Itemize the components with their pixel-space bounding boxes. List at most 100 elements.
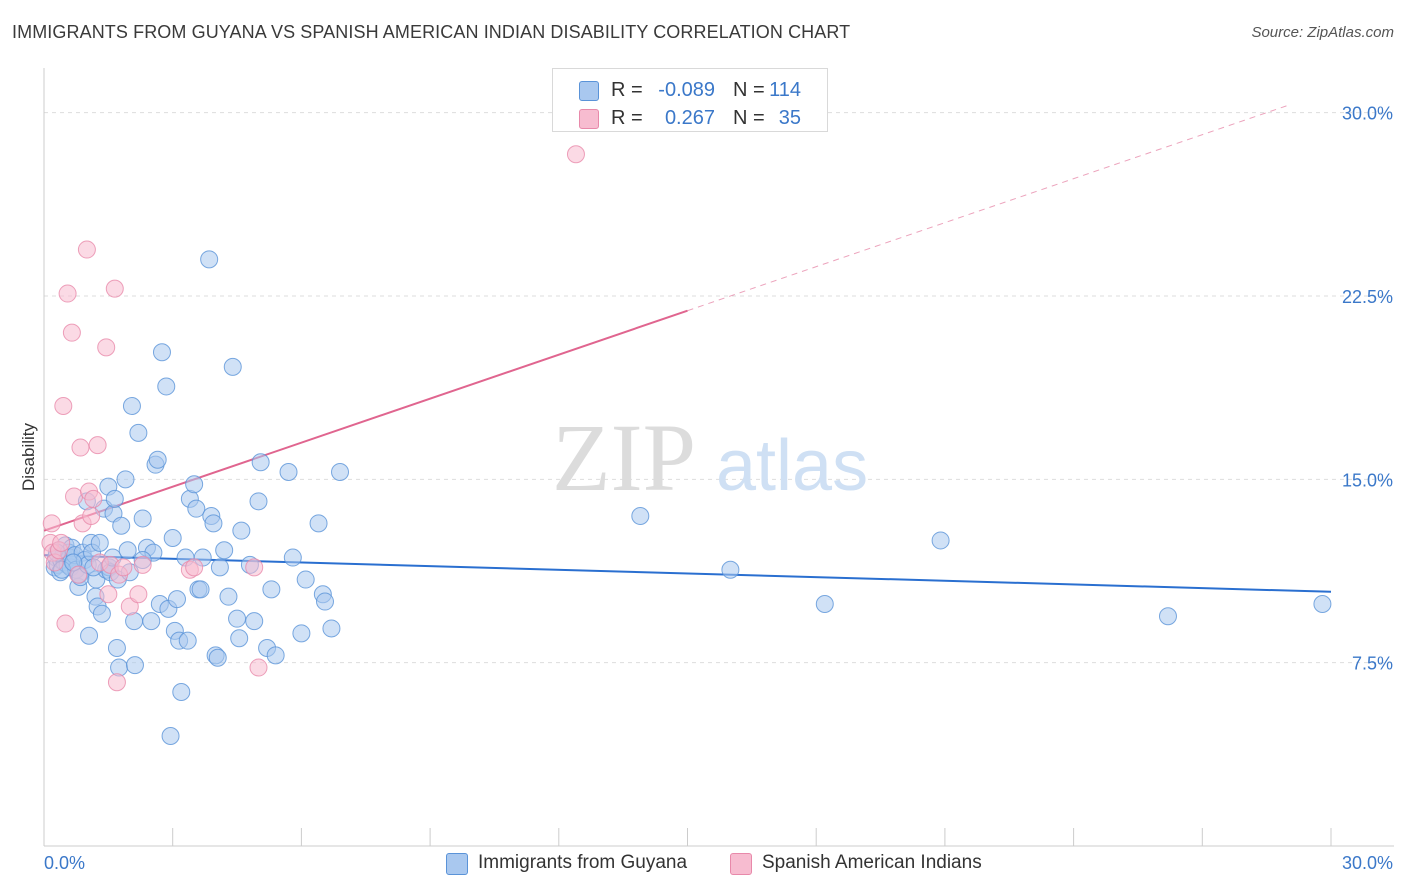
point-guyana <box>118 541 137 560</box>
point-guyana <box>185 475 204 494</box>
point-guyana <box>125 656 144 675</box>
x-tick-label: 30.0% <box>1342 853 1393 873</box>
stats-n-value: 35 <box>778 107 801 129</box>
y-tick-label: 22.5% <box>1342 287 1393 307</box>
trend-line-guyana <box>43 554 1332 593</box>
point-guyana <box>157 377 176 396</box>
point-guyana <box>251 453 270 472</box>
legend-label-spanish-american-indians: Spanish American Indians <box>762 852 982 873</box>
point-guyana <box>249 492 268 511</box>
point-spanish-american-indians <box>185 558 204 577</box>
y-tick-label: 30.0% <box>1342 104 1393 124</box>
point-guyana <box>80 626 99 645</box>
chart-title: IMMIGRANTS FROM GUYANA VS SPANISH AMERIC… <box>12 22 851 42</box>
point-guyana <box>219 587 238 606</box>
point-spanish-american-indians <box>129 585 148 604</box>
point-spanish-american-indians <box>566 145 585 164</box>
point-guyana <box>208 648 227 667</box>
point-guyana <box>266 646 285 665</box>
stats-row-spanish-american-indians: R = 0.267 N = 35 <box>553 103 827 131</box>
point-spanish-american-indians <box>82 507 101 525</box>
point-spanish-american-indians <box>42 514 61 533</box>
point-guyana <box>167 590 186 609</box>
point-spanish-american-indians <box>133 555 152 574</box>
stats-r-value: 0.267 <box>664 107 715 129</box>
point-guyana <box>92 604 111 623</box>
stats-r-label: R = <box>611 107 643 129</box>
point-guyana <box>129 423 148 442</box>
point-spanish-american-indians <box>77 240 96 259</box>
legend-swatch-guyana <box>446 853 468 875</box>
point-spanish-american-indians <box>58 284 77 303</box>
stats-n-value: 114 <box>769 79 801 101</box>
point-guyana <box>322 619 341 638</box>
point-spanish-american-indians <box>56 614 75 633</box>
y-axis-label: Disability <box>19 422 38 491</box>
point-guyana <box>112 516 131 535</box>
point-guyana <box>133 509 152 528</box>
chart-legend: Immigrants from Guyana Spanish American … <box>0 852 1406 878</box>
point-spanish-american-indians <box>52 533 71 552</box>
point-guyana <box>161 727 180 745</box>
point-spanish-american-indians <box>120 597 139 616</box>
point-guyana <box>116 470 135 489</box>
stats-n-label: N = <box>733 107 765 129</box>
watermark-zip: ZIP <box>552 404 696 511</box>
point-guyana <box>1158 607 1177 626</box>
point-guyana <box>105 489 124 508</box>
point-guyana <box>223 357 242 376</box>
trend-lines <box>43 104 1332 593</box>
point-spanish-american-indians <box>114 558 133 577</box>
point-guyana <box>204 514 223 533</box>
point-guyana <box>215 541 234 560</box>
point-spanish-american-indians <box>71 438 90 457</box>
point-guyana <box>122 397 141 415</box>
watermark: ZIP atlas <box>552 404 868 511</box>
axes <box>43 68 1394 847</box>
point-guyana <box>331 463 350 481</box>
point-spanish-american-indians <box>97 338 116 357</box>
point-guyana <box>178 631 197 650</box>
point-guyana <box>230 629 249 648</box>
point-guyana <box>191 580 210 599</box>
point-guyana <box>815 595 834 613</box>
point-guyana <box>721 560 740 579</box>
stats-r-value: -0.089 <box>658 79 715 101</box>
point-guyana <box>172 683 191 701</box>
stats-r-label: R = <box>611 79 643 101</box>
point-guyana <box>210 558 229 577</box>
point-spanish-american-indians <box>107 673 126 692</box>
point-guyana <box>315 592 334 611</box>
point-guyana <box>90 533 109 552</box>
point-guyana <box>187 499 206 518</box>
point-guyana <box>232 521 251 540</box>
stats-swatch-spanish-american-indians <box>579 109 599 129</box>
grid-lines <box>44 112 1394 664</box>
point-spanish-american-indians <box>99 585 118 604</box>
legend-swatch-spanish-american-indians <box>730 853 752 875</box>
point-guyana <box>296 570 315 589</box>
point-guyana <box>228 609 247 628</box>
point-spanish-american-indians <box>245 558 264 577</box>
tick-labels: 7.5% 15.0% 22.5% 30.0% 0.0% 30.0% <box>44 104 1393 873</box>
watermark-atlas: atlas <box>716 426 868 506</box>
stats-row-guyana: R = -0.089 N = 114 <box>553 75 827 103</box>
point-spanish-american-indians <box>62 323 81 342</box>
point-guyana <box>148 450 167 469</box>
point-spanish-american-indians <box>69 565 88 584</box>
point-guyana <box>931 531 950 550</box>
point-spanish-american-indians <box>88 436 107 455</box>
x-tick-label: 0.0% <box>44 853 85 873</box>
point-spanish-american-indians <box>65 487 84 506</box>
y-tick-label: 7.5% <box>1352 654 1393 674</box>
point-guyana <box>152 343 171 362</box>
point-guyana <box>309 514 328 533</box>
point-guyana <box>292 624 311 643</box>
point-guyana <box>245 612 264 631</box>
chart-source: Source: ZipAtlas.com <box>1251 24 1394 41</box>
point-guyana <box>262 580 281 599</box>
point-spanish-american-indians <box>84 489 103 508</box>
point-spanish-american-indians <box>105 279 124 298</box>
point-guyana <box>279 463 298 481</box>
